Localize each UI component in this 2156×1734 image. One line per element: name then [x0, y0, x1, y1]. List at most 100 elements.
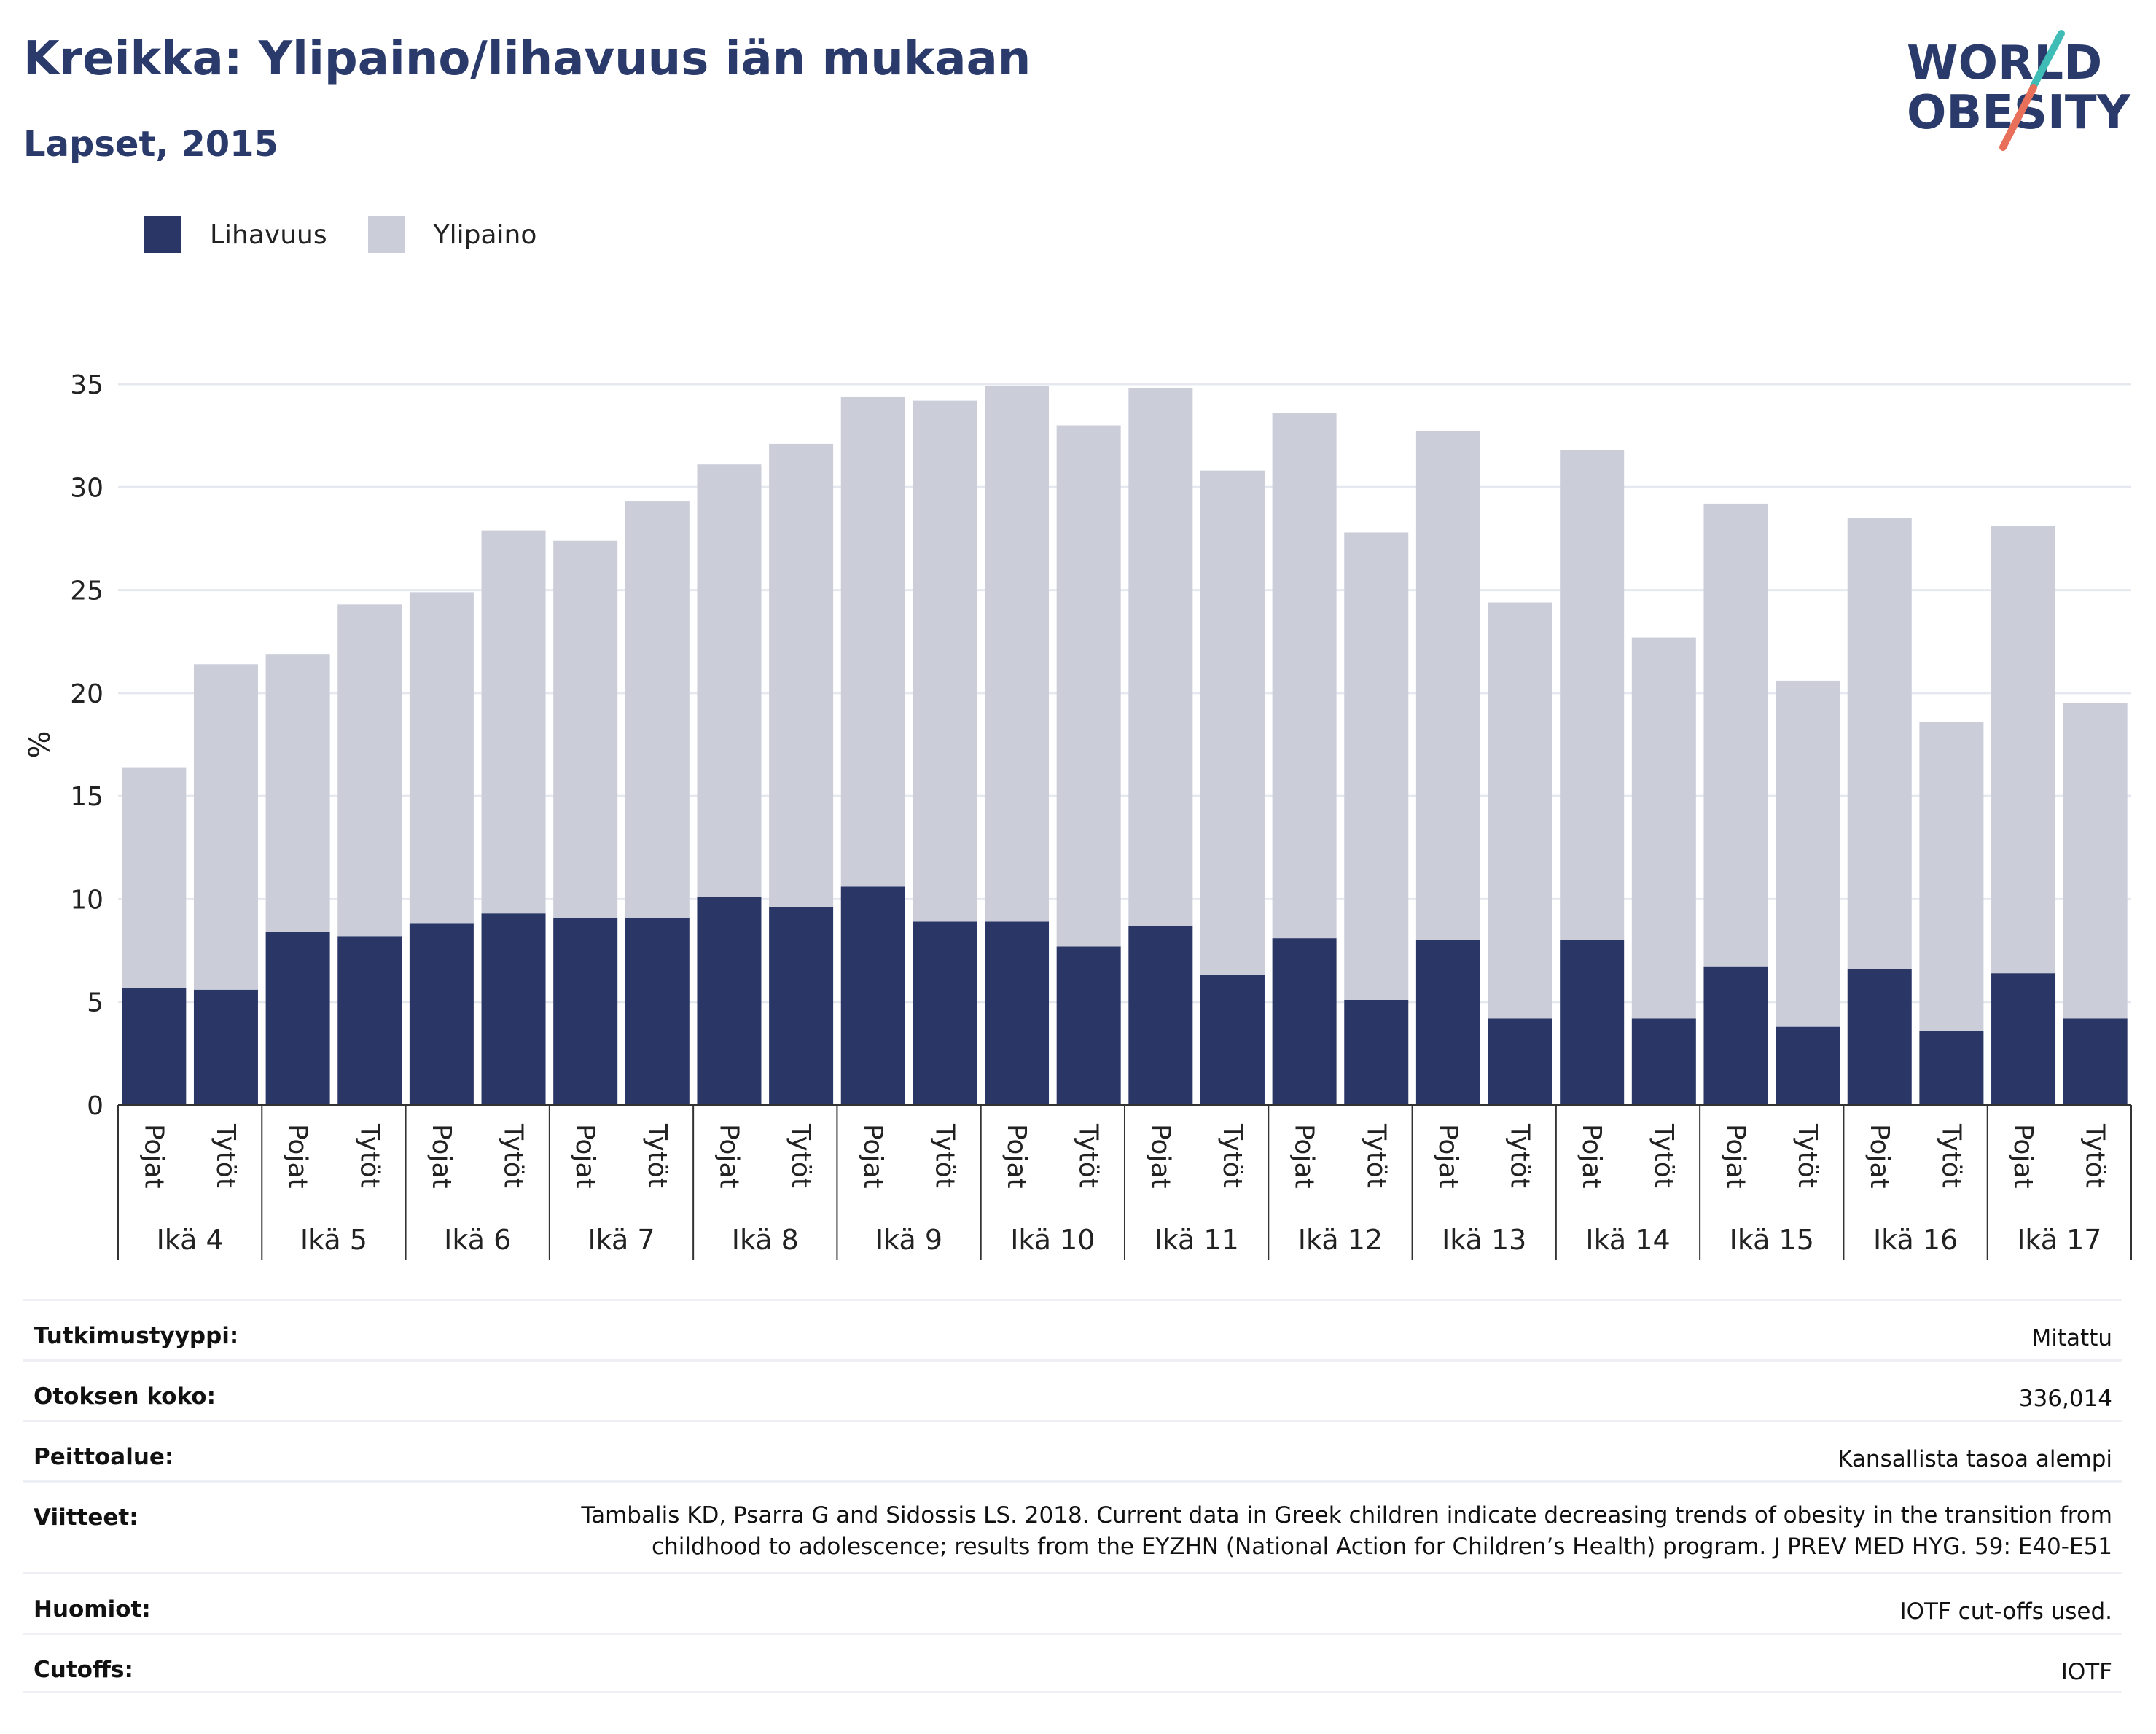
bar-overweight	[1128, 388, 1193, 926]
bar-overweight	[1415, 431, 1480, 940]
x-group-label: Ikä 6	[444, 1224, 511, 1256]
legend-swatch-obesity	[144, 216, 181, 253]
x-subcategory-label: Pojat	[1720, 1124, 1750, 1189]
logo-word-top: WORLD	[1907, 36, 2103, 90]
bar-obesity	[1919, 1031, 1984, 1105]
info-label: Tutkimustyyppi:	[34, 1323, 239, 1349]
bar-obesity	[697, 897, 762, 1105]
bar-overweight	[265, 654, 330, 932]
x-subcategory-label: Pojat	[1145, 1124, 1175, 1189]
bar-overweight	[985, 386, 1050, 922]
y-tick-label: 30	[70, 473, 103, 503]
x-group-label: Ikä 13	[1442, 1224, 1526, 1256]
bar-obesity	[265, 932, 330, 1105]
bar-obesity	[913, 921, 977, 1105]
bar-obesity	[1991, 973, 2056, 1105]
bar-overweight	[409, 592, 474, 924]
logo-slash-icon	[1999, 30, 2065, 151]
x-group-label: Ikä 12	[1298, 1224, 1383, 1256]
x-group-label: Ikä 5	[300, 1224, 367, 1256]
y-tick-label: 10	[70, 885, 103, 915]
x-subcategory-label: Tytöt	[642, 1123, 672, 1188]
info-value: IOTF	[2061, 1659, 2112, 1685]
bar-obesity	[1200, 975, 1265, 1105]
info-label: Huomiot:	[34, 1596, 151, 1622]
y-tick-label: 35	[70, 370, 103, 400]
bar-obesity	[1056, 946, 1121, 1105]
info-label: Otoksen koko:	[34, 1383, 216, 1410]
x-group-label: Ikä 10	[1010, 1224, 1095, 1256]
info-row: Otoksen koko: 336,014	[23, 1359, 2122, 1420]
info-label: Cutoffs:	[34, 1657, 133, 1683]
x-subcategory-label: Pojat	[1289, 1124, 1319, 1189]
bar-obesity	[1128, 926, 1193, 1105]
x-subcategory-label: Tytöt	[211, 1123, 241, 1188]
world-obesity-logo: WORLD OBESITY	[1895, 29, 2143, 160]
bar-overweight	[2063, 703, 2128, 1019]
bar-obesity	[1272, 938, 1337, 1105]
x-subcategory-label: Tytöt	[354, 1123, 384, 1188]
info-label: Peittoalue:	[34, 1444, 174, 1470]
y-tick-label: 15	[70, 782, 103, 812]
y-tick-label: 5	[87, 988, 103, 1018]
bar-overweight	[840, 396, 905, 887]
bar-overweight	[193, 664, 258, 990]
chart-title: Kreikka: Ylipaino/lihavuus iän mukaan	[23, 32, 1031, 86]
info-value: Tambalis KD, Psarra G and Sidossis LS. 2…	[581, 1502, 2112, 1560]
x-subcategory-label: Tytöt	[1074, 1123, 1104, 1188]
x-group-label: Ikä 8	[732, 1224, 799, 1256]
x-subcategory-label: Pojat	[283, 1124, 313, 1189]
x-subcategory-label: Pojat	[858, 1124, 888, 1189]
x-subcategory-label: Pojat	[1001, 1124, 1031, 1189]
study-info-table: Tutkimustyyppi: Mitattu Otoksen koko: 336,0…	[23, 1299, 2122, 1693]
bar-obesity	[2063, 1018, 2128, 1105]
bar-obesity	[1560, 940, 1625, 1105]
x-group-label: Ikä 11	[1155, 1224, 1239, 1256]
bar-overweight	[1056, 425, 1121, 947]
bar-overweight	[1488, 602, 1552, 1019]
x-subcategory-label: Tytöt	[1936, 1123, 1966, 1188]
bar-overweight	[913, 400, 977, 922]
bar-overweight	[1703, 503, 1768, 967]
info-row: Tutkimustyyppi: Mitattu	[23, 1299, 2122, 1359]
info-label: Viitteet:	[34, 1504, 138, 1531]
info-row: Viitteet: Tambalis KD, Psarra G and Sidos…	[23, 1480, 2122, 1572]
bar-overweight	[1919, 722, 1984, 1031]
bar-overweight	[337, 604, 402, 937]
x-subcategory-label: Tytöt	[499, 1123, 528, 1188]
legend-item-overweight: Ylipaino	[367, 216, 537, 253]
bar-overweight	[625, 501, 690, 918]
bar-overweight	[122, 767, 187, 988]
y-axis-label: %	[23, 730, 57, 758]
x-subcategory-label: Pojat	[1433, 1124, 1463, 1189]
bar-overweight	[553, 540, 618, 918]
x-subcategory-label: Tytöt	[1792, 1123, 1822, 1188]
bar-obesity	[1631, 1018, 1696, 1105]
y-tick-label: 0	[87, 1091, 103, 1121]
legend-swatch-overweight	[367, 216, 405, 253]
bar-overweight	[1847, 518, 1912, 969]
x-group-label: Ikä 9	[875, 1224, 942, 1256]
x-subcategory-label: Tytöt	[929, 1123, 959, 1188]
legend-label-overweight: Ylipaino	[433, 219, 537, 250]
info-row: Cutoffs: IOTF	[23, 1633, 2122, 1693]
bar-obesity	[840, 886, 905, 1105]
x-subcategory-label: Tytöt	[1217, 1123, 1247, 1188]
bar-obesity	[409, 923, 474, 1105]
x-subcategory-label: Pojat	[1864, 1124, 1894, 1189]
y-tick-label: 20	[70, 679, 103, 709]
bar-obesity	[1847, 969, 1912, 1105]
x-subcategory-label: Tytöt	[1505, 1123, 1535, 1188]
bar-obesity	[337, 936, 402, 1105]
bar-obesity	[481, 913, 546, 1105]
x-subcategory-label: Pojat	[714, 1124, 743, 1189]
x-group-label: Ikä 15	[1730, 1224, 1814, 1256]
x-subcategory-label: Tytöt	[2080, 1123, 2110, 1188]
bar-overweight	[481, 530, 546, 914]
legend-item-obesity: Lihavuus	[144, 216, 327, 253]
bar-obesity	[1488, 1018, 1552, 1105]
info-value: Mitattu	[2031, 1325, 2112, 1351]
bar-obesity	[122, 987, 187, 1105]
bar-overweight	[1631, 637, 1696, 1019]
bar-obesity	[1344, 999, 1409, 1105]
